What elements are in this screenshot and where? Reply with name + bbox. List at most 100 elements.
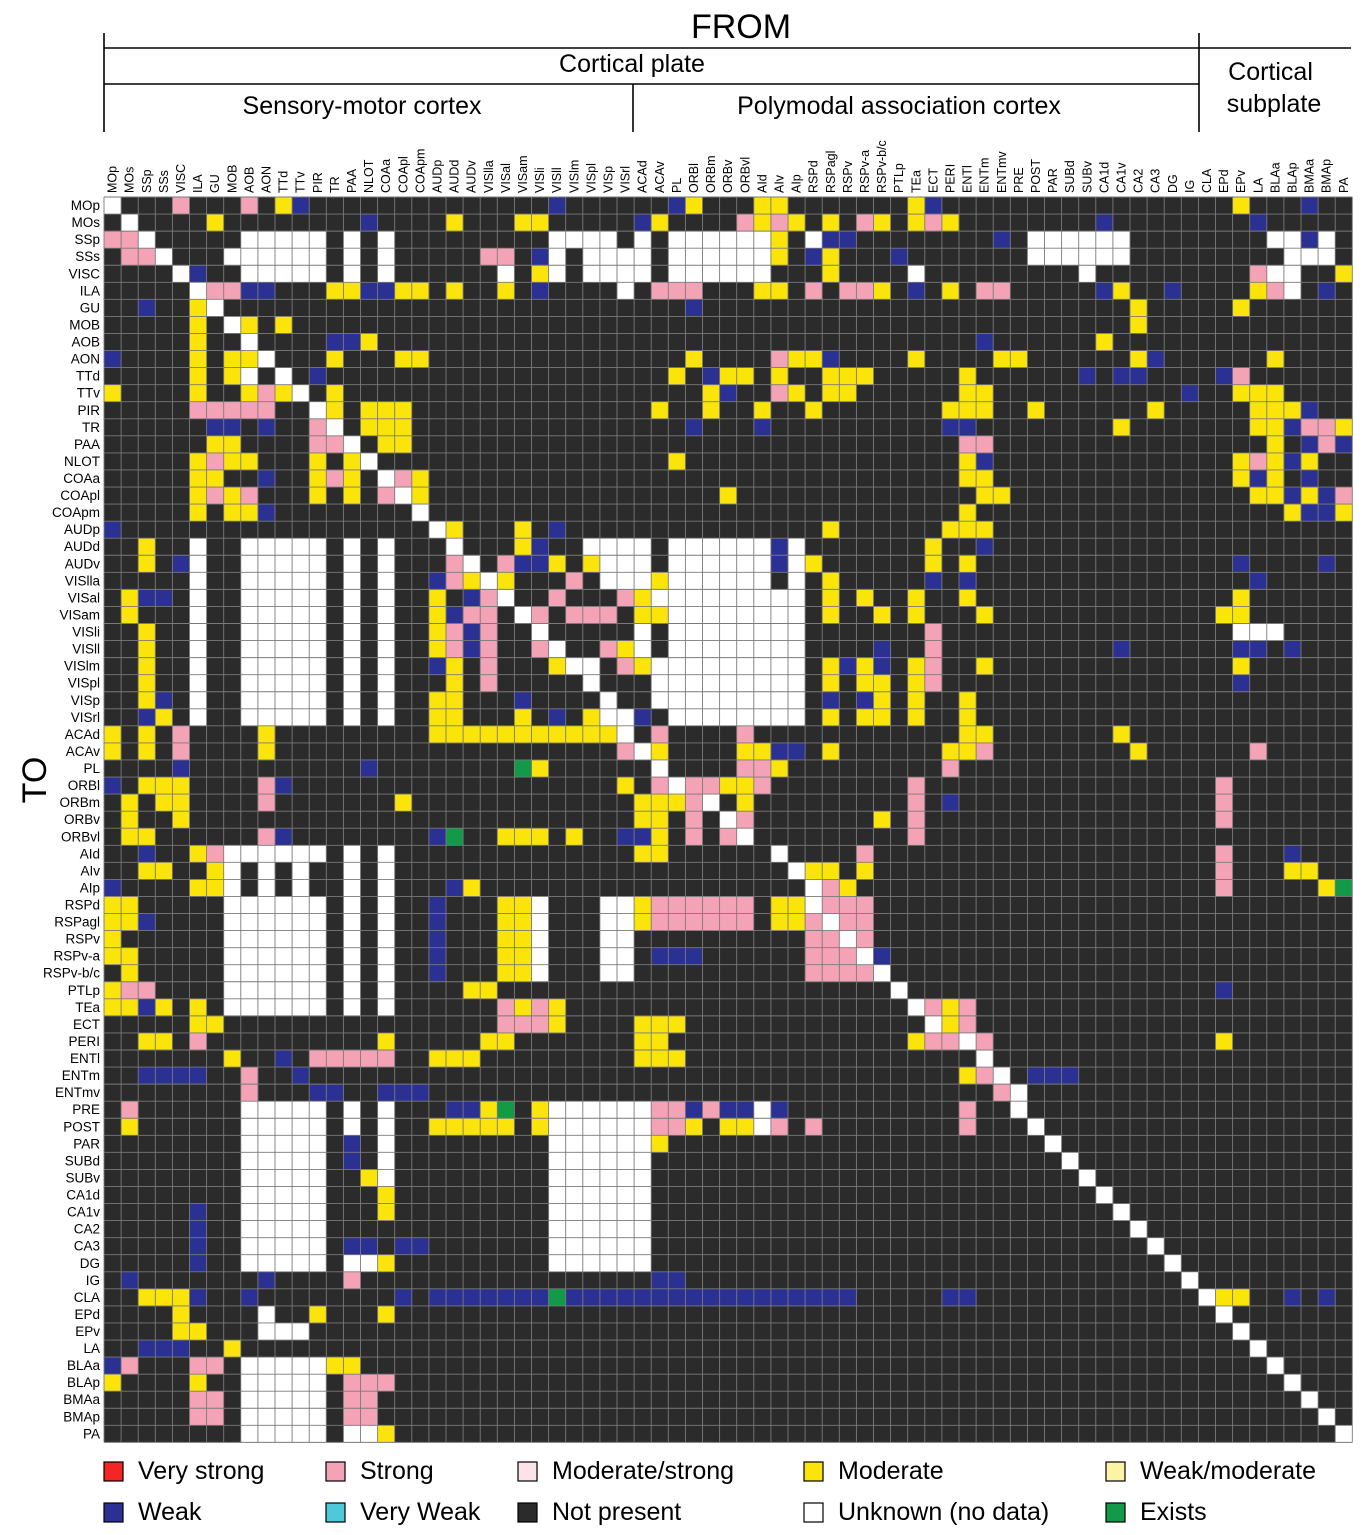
matrix-cell xyxy=(514,640,532,658)
matrix-cell xyxy=(411,350,430,368)
matrix-cell xyxy=(548,265,566,283)
matrix-cell xyxy=(189,1032,207,1051)
matrix-cell xyxy=(360,469,378,488)
matrix-cell xyxy=(531,1288,549,1307)
matrix-cell xyxy=(941,401,960,419)
matrix-cell xyxy=(1095,282,1114,300)
matrix-cell xyxy=(634,896,652,914)
matrix-cell xyxy=(599,1152,618,1170)
matrix-cell xyxy=(1130,504,1148,522)
matrix-cell xyxy=(497,1015,515,1034)
matrix-cell xyxy=(377,1118,395,1136)
matrix-cell xyxy=(292,265,310,283)
matrix-cell xyxy=(548,640,566,658)
matrix-cell xyxy=(1044,1050,1062,1068)
matrix-cell xyxy=(1130,1220,1148,1238)
matrix-cell xyxy=(309,555,327,573)
matrix-cell xyxy=(531,828,549,846)
column-label: ENTl xyxy=(961,165,975,193)
matrix-cell xyxy=(941,1288,960,1307)
matrix-cell xyxy=(822,521,840,539)
matrix-cell xyxy=(257,896,276,914)
matrix-cell xyxy=(959,589,977,607)
matrix-cell xyxy=(907,589,925,607)
matrix-cell xyxy=(856,1118,874,1136)
matrix-cell xyxy=(736,777,754,795)
matrix-cell xyxy=(326,418,344,437)
matrix-cell xyxy=(257,282,276,300)
matrix-cell xyxy=(617,1288,635,1307)
matrix-cell xyxy=(155,265,173,283)
matrix-cell xyxy=(104,248,122,266)
matrix-cell xyxy=(788,879,806,897)
matrix-cell xyxy=(1027,1050,1045,1068)
matrix-cell xyxy=(463,725,481,744)
matrix-cell xyxy=(172,725,190,744)
legend-swatch xyxy=(517,1502,538,1523)
matrix-cell xyxy=(257,384,276,402)
column-label: ACAd xyxy=(636,160,650,193)
matrix-cell xyxy=(770,435,789,454)
column-label: POST xyxy=(1029,159,1043,193)
matrix-cell xyxy=(223,504,241,522)
matrix-cell xyxy=(446,674,464,692)
matrix-cell xyxy=(446,606,464,624)
matrix-cell xyxy=(1078,197,1096,215)
matrix-cell xyxy=(770,367,789,385)
matrix-cell xyxy=(1335,214,1353,232)
matrix-cell xyxy=(514,623,532,641)
matrix-cell xyxy=(1335,504,1353,522)
matrix-cell xyxy=(719,367,737,385)
matrix-cell xyxy=(275,401,293,419)
matrix-cell xyxy=(394,1084,412,1102)
matrix-cell xyxy=(668,589,686,607)
matrix-cell xyxy=(240,1425,259,1443)
matrix-cell xyxy=(155,589,173,607)
column-label: BLAa xyxy=(1268,162,1282,193)
matrix-cell xyxy=(189,452,207,471)
matrix-cell xyxy=(668,1135,686,1153)
column-label: VISp xyxy=(601,166,615,193)
matrix-cell xyxy=(959,401,977,419)
matrix-cell xyxy=(1010,350,1028,368)
matrix-cell xyxy=(805,231,823,249)
matrix-cell xyxy=(275,555,293,573)
matrix-cell xyxy=(428,1357,447,1375)
matrix-cell xyxy=(240,1374,259,1392)
matrix-cell xyxy=(343,947,361,965)
matrix-cell xyxy=(924,674,943,692)
matrix-cell xyxy=(839,1101,857,1119)
legend-label: Strong xyxy=(360,1457,434,1485)
matrix-cell xyxy=(907,691,925,709)
matrix-cell xyxy=(1130,299,1148,317)
matrix-cell xyxy=(121,1271,139,1290)
matrix-cell xyxy=(326,350,344,368)
matrix-cell xyxy=(189,214,207,232)
row-label: POST xyxy=(63,1119,100,1134)
matrix-cell xyxy=(788,555,806,573)
matrix-cell xyxy=(582,589,601,607)
matrix-cell xyxy=(189,1050,207,1068)
matrix-cell xyxy=(257,708,276,727)
matrix-cell xyxy=(548,998,566,1017)
matrix-cell xyxy=(634,1152,652,1170)
matrix-cell xyxy=(240,1357,259,1375)
matrix-cell xyxy=(394,794,412,812)
matrix-cell xyxy=(668,674,686,692)
matrix-cell xyxy=(856,1101,874,1119)
matrix-cell xyxy=(206,879,224,897)
matrix-cell xyxy=(702,742,720,761)
matrix-cell xyxy=(343,845,361,863)
matrix-cell xyxy=(788,384,806,402)
matrix-cell xyxy=(1283,401,1302,419)
matrix-cell xyxy=(257,691,276,709)
matrix-cell xyxy=(326,1357,344,1375)
matrix-cell xyxy=(1283,1288,1302,1307)
matrix-cell xyxy=(292,862,310,880)
matrix-cell xyxy=(428,725,447,744)
matrix-cell xyxy=(497,691,515,709)
matrix-cell xyxy=(275,367,293,385)
matrix-cell xyxy=(736,384,754,402)
matrix-cell xyxy=(924,998,943,1017)
matrix-cell xyxy=(634,265,652,283)
